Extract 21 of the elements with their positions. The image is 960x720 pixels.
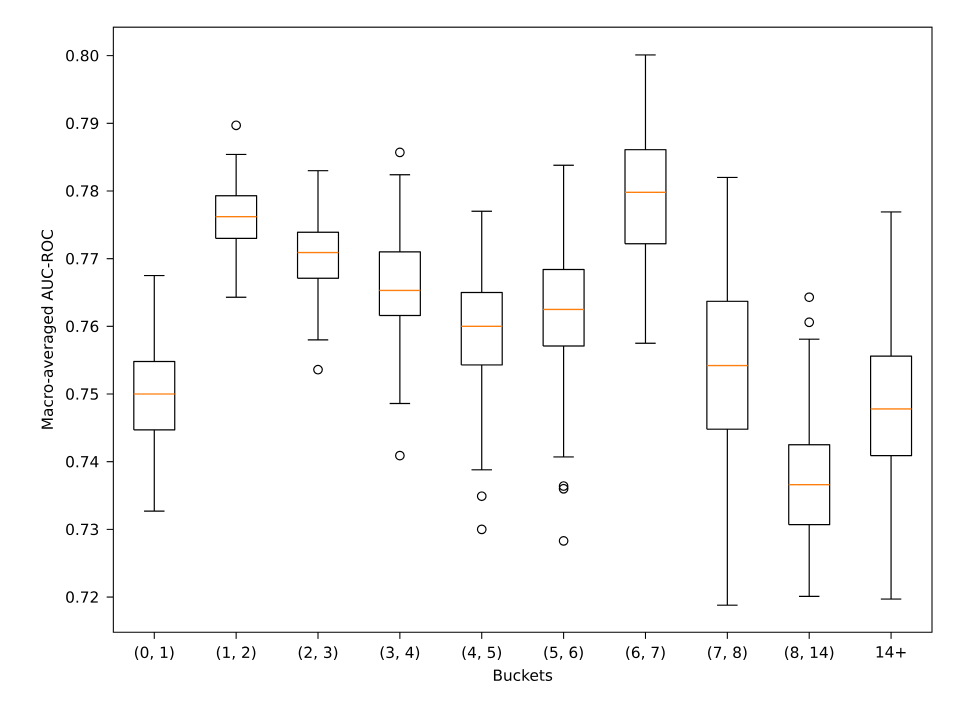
y-tick-label: 0.75 (66, 388, 98, 400)
y-tick-label: 0.74 (66, 456, 98, 468)
x-tick-label: (3, 4) (380, 646, 420, 660)
y-tick-label: 0.77 (66, 252, 98, 264)
x-tick-label: (0, 1) (134, 646, 174, 660)
x-axis-title: Buckets (494, 669, 552, 681)
y-tick-label: 0.72 (66, 591, 98, 603)
x-tick-label: (8, 14) (785, 646, 834, 660)
y-tick-label: 0.76 (66, 320, 98, 332)
y-tick-label: 0.78 (66, 185, 98, 197)
x-tick-label: 14+ (876, 646, 906, 658)
x-tick-label: (4, 5) (462, 646, 502, 660)
y-axis-title: Macro-averaged AUC-ROC (41, 230, 56, 429)
y-tick-label: 0.73 (66, 524, 98, 536)
x-tick-label: (1, 2) (216, 646, 256, 660)
x-tick-label: (6, 7) (626, 646, 665, 660)
x-tick-label: (2, 3) (298, 646, 338, 660)
y-tick-label: 0.79 (66, 118, 98, 130)
x-tick-label: (7, 8) (708, 646, 747, 660)
x-tick-label: (5, 6) (544, 646, 583, 660)
y-tick-label: 0.80 (66, 50, 98, 62)
